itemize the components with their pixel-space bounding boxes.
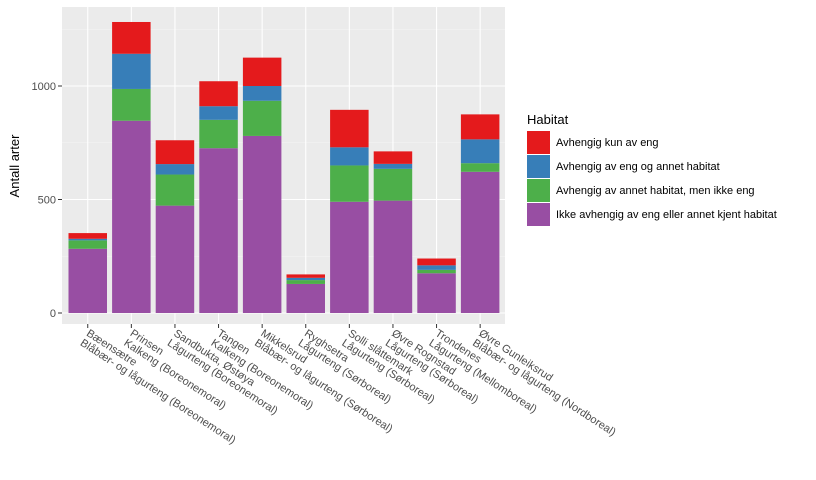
bar-segment-2-series-4 xyxy=(112,21,151,54)
bar-segment-5-series-1 xyxy=(242,135,282,313)
bars xyxy=(68,21,500,313)
bar-segment-10-series-2 xyxy=(460,163,500,172)
legend-label: Avhengig kun av eng xyxy=(556,137,659,149)
legend-key xyxy=(527,131,550,154)
bar-segment-4-series-1 xyxy=(199,148,238,313)
bar-segment-2-series-3 xyxy=(112,53,151,89)
bar-segment-3-series-3 xyxy=(155,164,195,175)
bar-segment-7-series-1 xyxy=(330,201,369,313)
bar-segment-4-series-2 xyxy=(199,119,238,149)
y-axis-title: Antall arter xyxy=(7,134,22,198)
legend-title: Habitat xyxy=(527,112,569,127)
bar-segment-10-series-1 xyxy=(460,171,500,313)
legend-label: Avhengig av annet habitat, men ikke eng xyxy=(556,185,755,197)
bar-segment-5-series-3 xyxy=(242,86,282,101)
legend-key xyxy=(527,179,550,202)
bar-segment-1-series-1 xyxy=(68,248,107,313)
bar-segment-3-series-1 xyxy=(155,205,195,313)
bar-segment-9-series-1 xyxy=(417,273,456,313)
bar-segment-1-series-2 xyxy=(68,240,107,249)
legend-key xyxy=(527,155,550,178)
bar-segment-2-series-2 xyxy=(112,88,151,121)
bar-segment-8-series-3 xyxy=(373,163,413,169)
legend-key xyxy=(527,203,550,226)
bar-segment-9-series-4 xyxy=(417,258,456,266)
bar-segment-2-series-1 xyxy=(112,120,151,313)
bar-segment-7-series-2 xyxy=(330,165,369,202)
legend-label: Ikke avhengig av eng eller annet kjent h… xyxy=(556,209,777,221)
y-tick-label: 1000 xyxy=(32,81,56,93)
y-axis: 0 500 1000 xyxy=(32,81,62,320)
bar-segment-10-series-3 xyxy=(460,139,500,164)
bar-segment-3-series-4 xyxy=(155,140,195,165)
bar-segment-7-series-3 xyxy=(330,147,369,166)
bar-segment-6-series-3 xyxy=(286,277,325,281)
bar-segment-6-series-1 xyxy=(286,283,325,313)
bar-segment-4-series-4 xyxy=(199,81,238,107)
bar-segment-9-series-2 xyxy=(417,269,456,274)
bar-segment-4-series-3 xyxy=(199,106,238,120)
bar-segment-5-series-2 xyxy=(242,100,282,136)
legend: Habitat Avhengig kun av eng Avhengig av e… xyxy=(527,112,777,226)
y-tick-label: 500 xyxy=(38,195,56,207)
bar-segment-9-series-3 xyxy=(417,265,456,270)
bar-segment-3-series-2 xyxy=(155,174,195,206)
bar-segment-10-series-4 xyxy=(460,114,500,140)
bar-segment-8-series-1 xyxy=(373,200,413,313)
bar-segment-6-series-4 xyxy=(286,274,325,278)
x-axis: BæensætreBlåbær- og lågurteng (Boreonemo… xyxy=(78,324,618,447)
legend-label: Avhengig av eng og annet habitat xyxy=(556,161,720,173)
y-tick-label: 0 xyxy=(50,308,56,320)
bar-segment-8-series-2 xyxy=(373,168,413,201)
bar-segment-1-series-3 xyxy=(68,238,107,241)
bar-segment-5-series-4 xyxy=(242,57,282,86)
bar-segment-7-series-4 xyxy=(330,109,369,148)
bar-segment-6-series-2 xyxy=(286,280,325,284)
bar-segment-1-series-4 xyxy=(68,233,107,239)
bar-segment-8-series-4 xyxy=(373,151,413,164)
